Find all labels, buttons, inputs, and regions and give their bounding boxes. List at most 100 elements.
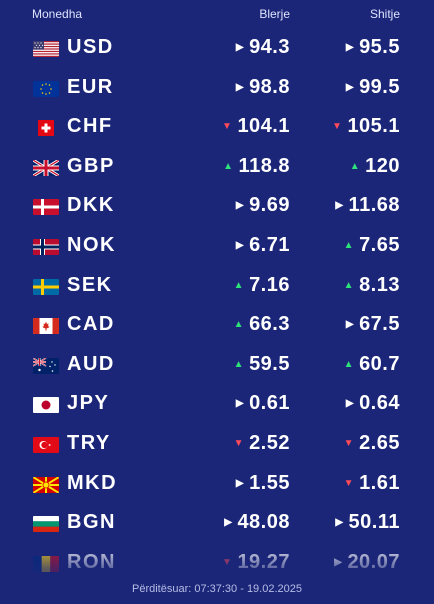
trend-up-icon: ▲: [349, 160, 361, 172]
sell-rate-value: 1.61: [359, 471, 400, 494]
sell-rate: ▲ 8.13: [344, 274, 400, 297]
sell-rate-value: 2.65: [359, 432, 400, 454]
buy-rate-value: 2.52: [249, 432, 290, 454]
currency-code: AUD: [67, 352, 115, 375]
trend-same-icon: ▶: [345, 42, 355, 53]
buy-rate-value: 94.3: [249, 36, 290, 58]
buy-rate-value: 59.5: [249, 352, 290, 375]
ch-flag-icon: [33, 120, 59, 137]
buy-rate-value: 66.3: [249, 313, 290, 336]
rate-row-dkk: DKK ▶ 9.69 ▶ 11.68: [0, 187, 434, 227]
gb-flag-icon: [33, 159, 59, 176]
header-sell: Shitje: [369, 7, 400, 21]
currency-code: BGN: [67, 511, 116, 534]
rate-row-jpy: JPY ▶ 0.61 ▶ 0.64: [0, 385, 434, 425]
no-flag-icon: [33, 239, 59, 255]
sell-rate: ▲ 60.7: [344, 353, 400, 376]
bg-flag-icon: [33, 516, 59, 533]
rate-row-gbp: GBP ▲ 118.8 ▲ 120: [0, 148, 434, 188]
bottom-fade: [0, 540, 434, 604]
sell-rate-value: 67.5: [359, 313, 400, 336]
header-currency: Monedha: [32, 7, 83, 21]
trend-up-icon: ▲: [223, 160, 234, 172]
buy-rate: ▼ 104.1: [222, 115, 290, 138]
rate-row-aud: AUD ▲ 59.5 ▲ 60.7: [0, 346, 434, 386]
buy-rate: ▶ 6.71: [236, 234, 290, 257]
currency-code: EUR: [67, 75, 114, 98]
sell-rate-value: 50.11: [348, 511, 400, 534]
buy-rate: ▶ 94.3: [236, 36, 290, 59]
buy-rate-value: 48.08: [237, 511, 290, 534]
rate-row-try: TRY ▼ 2.52 ▼ 2.65: [0, 425, 434, 465]
mk-flag-icon: [33, 476, 59, 493]
trend-same-icon: ▶: [235, 240, 245, 251]
rate-row-eur: EUR ▶ 98.8 ▶ 99.5: [0, 69, 434, 109]
currency-code: CAD: [67, 313, 115, 336]
tr-flag-icon: [33, 437, 59, 453]
trend-same-icon: ▶: [235, 200, 245, 212]
buy-rate-value: 9.69: [249, 194, 290, 217]
sell-rate: ▼ 105.1: [332, 115, 400, 138]
sell-rate: ▶ 99.5: [346, 76, 400, 99]
trend-same-icon: ▶: [345, 81, 355, 93]
trend-up-icon: ▲: [233, 319, 245, 331]
trend-down-icon: ▼: [222, 121, 233, 133]
buy-rate-value: 0.61: [249, 392, 290, 415]
header-buy: Blerje: [259, 7, 290, 21]
buy-rate: ▶ 9.69: [236, 194, 290, 217]
sell-rate-value: 11.68: [348, 194, 400, 217]
sell-rate: ▼ 2.65: [344, 432, 400, 455]
sell-rate-value: 99.5: [359, 75, 400, 98]
sell-rate: ▶ 50.11: [335, 511, 400, 534]
trend-same-icon: ▶: [345, 398, 355, 410]
buy-rate: ▲ 66.3: [234, 313, 290, 336]
buy-rate: ▶ 98.8: [236, 76, 290, 99]
jp-flag-icon: [33, 397, 59, 414]
sell-rate: ▶ 11.68: [335, 194, 400, 217]
rate-row-nok: NOK ▶ 6.71 ▲ 7.65: [0, 227, 434, 267]
buy-rate-value: 104.1: [237, 115, 290, 138]
sell-rate: ▲ 120: [350, 155, 400, 178]
trend-up-icon: ▲: [233, 279, 245, 291]
sell-rate-value: 120: [365, 154, 400, 177]
au-flag-icon: [33, 357, 59, 374]
trend-up-icon: ▲: [343, 240, 355, 251]
sell-rate-value: 7.65: [359, 234, 400, 256]
rate-row-sek: SEK ▲ 7.16 ▲ 8.13: [0, 267, 434, 307]
sell-rate: ▶ 67.5: [346, 313, 400, 336]
rate-row-mkd: MKD ▶ 1.55 ▼ 1.61: [0, 465, 434, 505]
sell-rate-value: 95.5: [359, 36, 400, 58]
last-updated-text: Përditësuar: 07:37:30 - 19.02.2025: [131, 583, 302, 595]
sell-rate-value: 60.7: [359, 352, 400, 375]
trend-same-icon: ▶: [235, 42, 245, 53]
sell-rate: ▲ 7.65: [344, 234, 400, 257]
currency-code: USD: [67, 36, 114, 58]
buy-rate-value: 6.71: [249, 234, 290, 256]
trend-same-icon: ▶: [335, 200, 344, 212]
sell-rate: ▼ 1.61: [344, 472, 400, 495]
table-header: Monedha Blerje Shitje: [0, 0, 434, 26]
trend-same-icon: ▶: [345, 319, 355, 331]
trend-down-icon: ▼: [343, 477, 355, 489]
trend-same-icon: ▶: [224, 517, 233, 529]
sell-rate-value: 105.1: [347, 115, 400, 138]
currency-code: SEK: [67, 273, 113, 296]
rate-row-usd: USD ▶ 94.3 ▶ 95.5: [0, 29, 434, 69]
se-flag-icon: [33, 278, 59, 295]
trend-up-icon: ▲: [343, 279, 355, 291]
currency-code: CHF: [67, 115, 113, 138]
buy-rate-value: 98.8: [249, 75, 290, 98]
currency-code: JPY: [67, 392, 110, 415]
currency-code: TRY: [67, 432, 111, 454]
trend-up-icon: ▲: [233, 358, 245, 370]
buy-rate: ▲ 7.16: [234, 274, 290, 297]
ca-flag-icon: [33, 318, 59, 335]
buy-rate: ▶ 0.61: [236, 392, 290, 415]
sell-rate-value: 8.13: [359, 273, 400, 296]
buy-rate: ▶ 48.08: [224, 511, 290, 534]
sell-rate-value: 0.64: [359, 392, 400, 415]
rate-row-chf: CHF ▼ 104.1 ▼ 105.1: [0, 108, 434, 148]
trend-same-icon: ▶: [235, 477, 245, 489]
currency-code: GBP: [67, 154, 115, 177]
